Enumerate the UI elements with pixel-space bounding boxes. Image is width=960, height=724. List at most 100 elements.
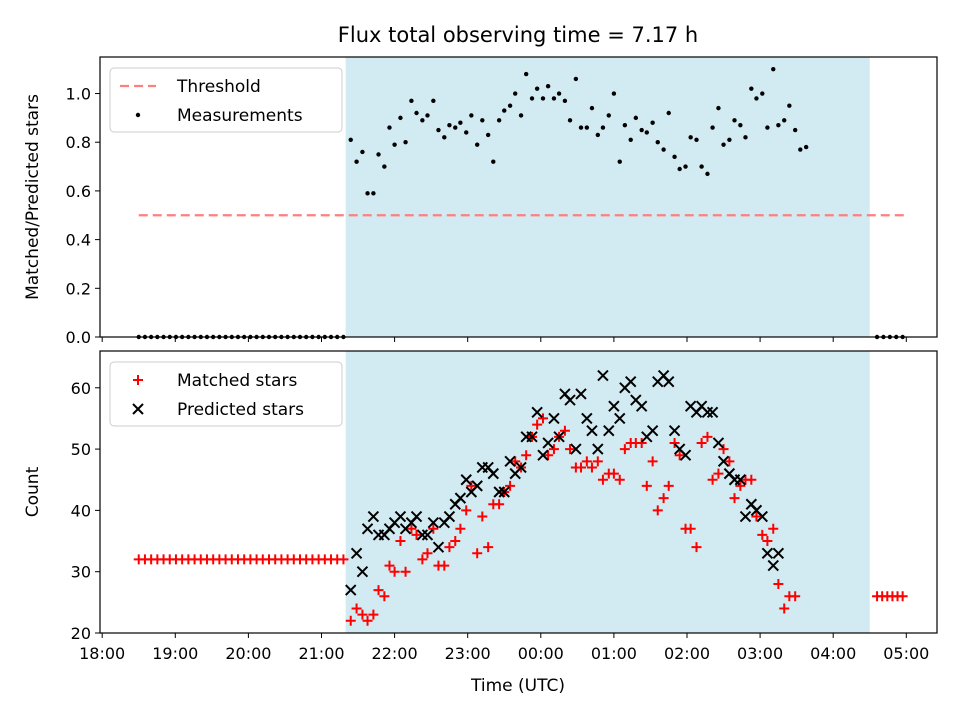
predicted-star-point [454,492,467,504]
measurement-point [398,115,403,121]
y-tick-label: 0.0 [66,328,91,347]
measurement-point [469,113,474,118]
legend-label: Measurements [177,106,303,126]
matched-star-point [897,591,908,602]
matched-star-point [663,480,674,491]
measurement-point [540,96,546,101]
matched-star-point [384,560,395,571]
predicted-star-point [542,437,554,449]
x-tick-label: 23:00 [445,644,491,663]
predicted-star-point [421,529,434,541]
measurement-point [787,103,792,108]
matched-star-point [368,609,379,620]
matched-star-point [472,548,483,559]
predicted-star-point [592,443,604,455]
measurement-point [425,113,430,118]
measurement-point [776,122,781,128]
matched-star-point [450,536,461,547]
measurement-point [348,137,353,142]
measurement-point [485,132,491,138]
predicted-star-point [367,510,380,523]
matched-star-point [362,615,373,626]
matched-star-point [735,480,746,491]
measurement-point [392,142,397,147]
measurement-point [529,96,535,101]
measurement-point [606,113,611,118]
measurement-point [688,135,693,140]
predicted-star-point [361,523,374,535]
measurement-point [743,135,748,140]
x-tick-label: 21:00 [298,644,344,663]
legend-label: Matched stars [177,371,297,391]
measurement-point [491,159,496,164]
matched-star-point [608,468,619,479]
predicted-star-point [668,424,681,437]
matched-star-point [505,480,516,491]
measurement-point [622,122,628,128]
matched-star-point [757,529,768,540]
measurement-point [502,108,507,113]
matched-star-point [691,542,702,553]
measurement-point [403,140,408,145]
measurement-point [633,115,639,121]
matched-star-point [773,578,784,589]
predicted-star-point [635,400,648,412]
matched-star-point [768,523,779,534]
matched-star-point [581,456,592,467]
measurement-point [436,127,441,133]
matched-star-point [444,542,455,553]
predicted-star-point [734,474,747,486]
predicted-star-point [515,461,527,474]
matched-star-point [389,566,400,577]
flux-ratio-panel: 0.0 0.2 0.4 0.6 0.8 1.0 Matched/Predicted star… [23,56,938,347]
x-tick-label: 05:00 [883,644,929,663]
x-tick-label: 19:00 [152,644,198,663]
matched-star-point [422,548,433,559]
predicted-star-point [345,584,357,596]
star-count-panel: 20 30 40 50 60 18:00 19:00 20:00 21:00 22:00 23:00… [23,350,938,663]
measurement-point [677,166,682,172]
measurement-point [639,127,644,133]
measurement-point [387,125,392,130]
predicted-star-point [756,510,768,523]
matched-star-point [411,529,422,540]
x-tick-label: 04:00 [810,644,856,663]
matched-star-point [351,603,362,614]
predicted-star-point [739,510,752,523]
y-tick-label: 30 [71,563,91,582]
predicted-star-point [570,443,582,455]
matched-star-point [537,413,548,424]
measurement-point [628,137,633,142]
x-tick-label: 20:00 [225,644,271,663]
measurement-point [584,125,590,130]
predicted-star-point [614,412,626,425]
y-tick-label: 0.4 [66,231,91,250]
measurement-point [518,113,524,118]
matched-star-point [696,437,707,448]
matched-star-point [576,462,587,473]
y-tick-label: 1.0 [66,85,91,104]
matched-star-point [455,523,466,534]
predicted-star-point [608,400,620,412]
matched-star-point [685,523,696,534]
measurement-point [666,110,671,116]
matched-star-point [417,554,428,565]
matched-star-point [718,444,729,455]
predicted-star-point [498,486,510,498]
matched-star-point [751,511,762,522]
predicted-star-point [471,480,483,492]
y-axis-label: Matched/Predicted stars [23,94,43,300]
matched-star-point [647,456,658,467]
x-tick-label: 00:00 [518,644,564,663]
matched-star-point [477,511,488,522]
matched-star-point [510,456,521,467]
matched-star-point [461,505,472,516]
matched-star-point [636,437,647,448]
predicted-star-point [625,375,637,388]
predicted-star-point [460,474,472,486]
predicted-star-point [597,369,609,382]
matched-star-point [357,609,368,620]
predicted-star-point [493,486,505,498]
matched-star-point [395,536,406,547]
matched-star-point [565,444,576,455]
